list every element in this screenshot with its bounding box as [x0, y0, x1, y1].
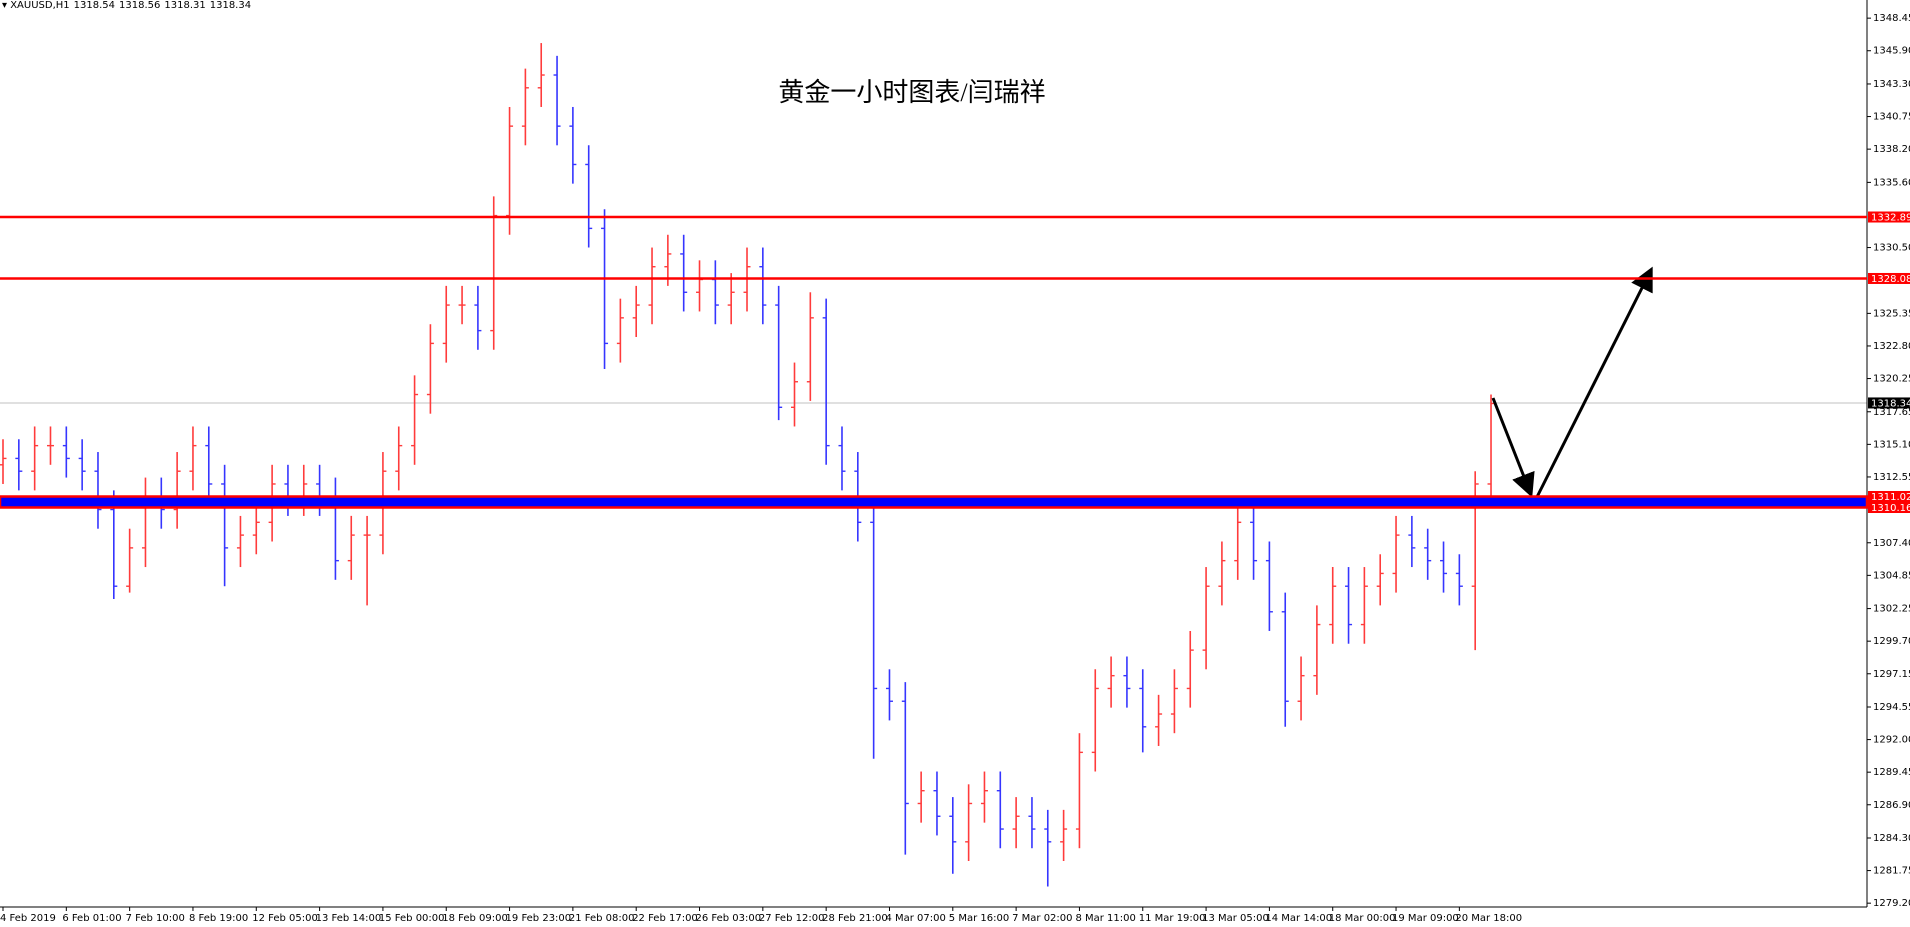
y-tick-label: 1297.15 [1873, 669, 1910, 680]
y-tick-label: 1340.75 [1873, 112, 1910, 123]
y-tick-label: 1330.50 [1873, 243, 1910, 254]
y-tick-label: 1299.70 [1873, 636, 1910, 647]
arrow-up [1535, 266, 1653, 498]
x-tick-label: 19 Feb 23:00 [506, 913, 572, 924]
band-low-label: 1310.16 [1871, 503, 1910, 514]
quote-close: 1318.34 [209, 0, 252, 11]
x-tick-label: 15 Feb 00:00 [379, 913, 445, 924]
x-tick-label: 7 Feb 10:00 [126, 913, 185, 924]
x-tick-label: 4 Mar 07:00 [885, 913, 945, 924]
level-label-box [1868, 211, 1910, 223]
x-tick-label: 27 Feb 12:00 [759, 913, 825, 924]
x-tick-label: 21 Feb 08:00 [569, 913, 635, 924]
y-tick-label: 1348.45 [1873, 13, 1910, 24]
y-tick-label: 1322.80 [1873, 341, 1910, 352]
band [0, 495, 1869, 509]
y-tick-label: 1302.25 [1873, 604, 1910, 615]
y-tick-label: 1315.10 [1873, 439, 1910, 450]
plot [0, 43, 1867, 887]
y-tick-label: 1307.40 [1873, 538, 1910, 549]
y-tick-label: 1279.20 [1873, 898, 1910, 909]
y-tick-label: 1289.45 [1873, 767, 1910, 778]
y-tick-label: 1317.65 [1873, 407, 1910, 418]
x-tick-label: 20 Mar 18:00 [1455, 913, 1522, 924]
band-low-label-box [1868, 501, 1910, 513]
quote-low: 1318.31 [164, 0, 206, 11]
x-tick-label: 8 Mar 11:00 [1075, 913, 1135, 924]
band-high-label-box [1868, 491, 1910, 503]
y-tick-label: 1284.30 [1873, 833, 1910, 844]
chart-header: ▾ XAUUSD,H1 1318.54 1318.56 1318.31 1318.34 [2, 0, 252, 11]
y-tick-label: 1320.25 [1873, 374, 1910, 385]
x-tick-label: 11 Mar 19:00 [1139, 913, 1206, 924]
x-tick-label: 8 Feb 19:00 [189, 913, 248, 924]
x-tick-label: 28 Feb 21:00 [822, 913, 888, 924]
y-tick-label: 1281.75 [1873, 866, 1910, 877]
bid-label: 1318.34 [1871, 398, 1910, 409]
y-tick-label: 1312.55 [1873, 472, 1910, 483]
y-tick-label: 1345.90 [1873, 46, 1910, 57]
x-tick-label: 12 Feb 05:00 [252, 913, 318, 924]
x-tick-label: 22 Feb 17:00 [632, 913, 698, 924]
bid-label-box [1868, 397, 1910, 409]
arrow-down [1491, 397, 1535, 498]
y-tick-label: 1292.00 [1873, 735, 1910, 746]
x-tick-label: 18 Mar 00:00 [1329, 913, 1396, 924]
y-tick-label: 1325.35 [1873, 308, 1910, 319]
x-tick-label: 13 Feb 14:00 [316, 913, 382, 924]
y-tick-label: 1335.60 [1873, 177, 1910, 188]
level-label-box [1868, 272, 1910, 284]
x-tick-label: 14 Mar 14:00 [1265, 913, 1332, 924]
x-tick-label: 19 Mar 09:00 [1392, 913, 1459, 924]
y-tick-label: 1294.55 [1873, 702, 1910, 713]
y-tick-label: 1304.85 [1873, 570, 1910, 581]
x-tick-label: 13 Mar 05:00 [1202, 913, 1269, 924]
band-high-label: 1311.02 [1871, 492, 1910, 503]
y-tick-label: 1286.90 [1873, 800, 1910, 811]
y-tick-label: 1343.30 [1873, 79, 1910, 90]
y-tick-label: 1338.20 [1873, 144, 1910, 155]
chart-title: 黄金一小时图表/闫瑞祥 [778, 78, 1045, 107]
x-tick-label: 18 Feb 09:00 [442, 913, 508, 924]
x-tick-label: 6 Feb 01:00 [62, 913, 121, 924]
x-tick-label: 4 Feb 2019 [0, 913, 56, 924]
level-label: 1328.08 [1871, 274, 1910, 285]
x-tick-label: 26 Feb 03:00 [696, 913, 762, 924]
level-label: 1332.89 [1871, 213, 1910, 224]
quote-open: 1318.54 [73, 0, 116, 11]
symbol: XAUUSD,H1 [10, 0, 70, 11]
x-tick-label: 7 Mar 02:00 [1012, 913, 1072, 924]
quote-high: 1318.56 [119, 0, 161, 11]
x-tick-label: 5 Mar 16:00 [949, 913, 1009, 924]
